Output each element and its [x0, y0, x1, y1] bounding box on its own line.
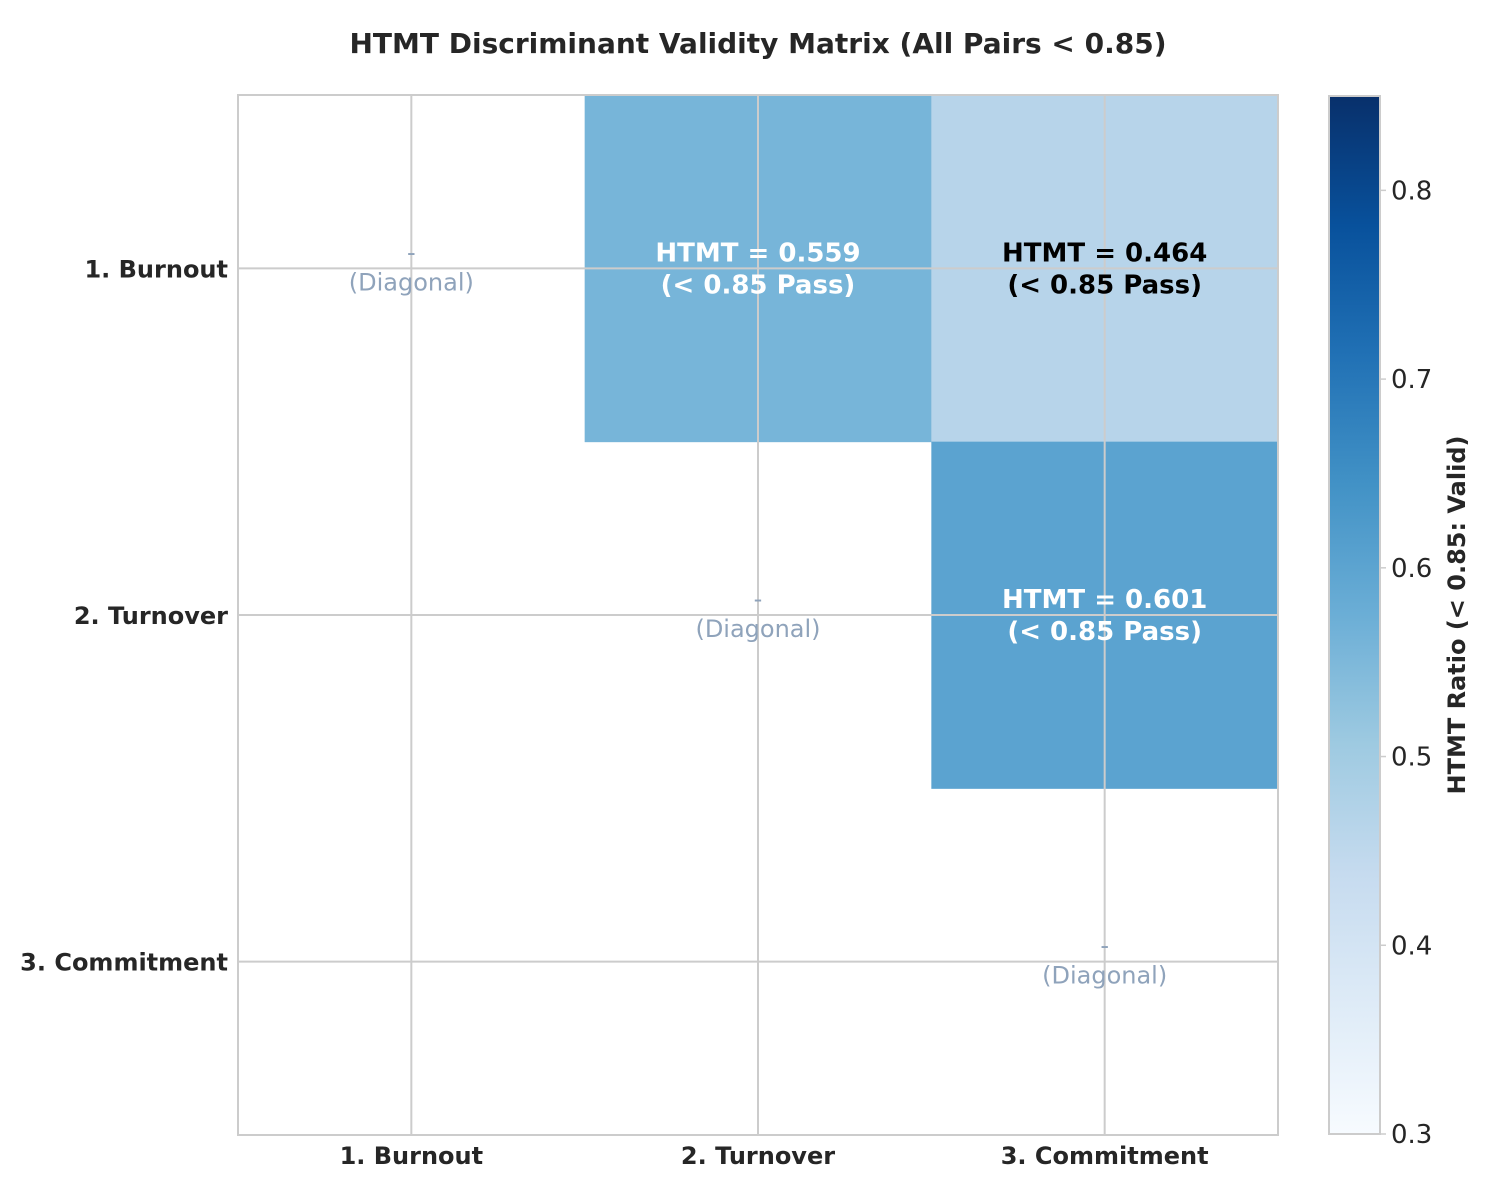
- colorbar-tick-label: 0.3: [1391, 1120, 1432, 1150]
- x-tick-label: 3. Commitment: [1001, 1142, 1209, 1170]
- colorbar-tick-label: 0.6: [1391, 554, 1432, 584]
- colorbar: 0.3 0.4 0.5 0.6 0.7 0.8 HTMT Ratio (< 0.85: V…: [1328, 95, 1471, 1150]
- cell-pass-label: (< 0.85 Pass): [1007, 617, 1202, 647]
- diagonal-dash: -: [407, 238, 416, 266]
- colorbar-label: HTMT Ratio (< 0.85: Valid): [1443, 436, 1471, 795]
- grid-lines: [238, 95, 1278, 1135]
- colorbar-tick-label: 0.5: [1391, 743, 1432, 773]
- diagonal-dash: -: [1100, 932, 1109, 960]
- colorbar-gradient: [1329, 96, 1380, 1134]
- cell-value-label: HTMT = 0.464: [1002, 238, 1207, 268]
- cell-value-label: HTMT = 0.601: [1002, 585, 1207, 615]
- colorbar-tick-label: 0.4: [1391, 931, 1432, 961]
- y-tick-label: 1. Burnout: [84, 255, 228, 283]
- x-tick-label: 1. Burnout: [340, 1142, 484, 1170]
- y-tick-label: 3. Commitment: [20, 949, 228, 977]
- y-tick-labels: 1. Burnout 2. Turnover 3. Commitment: [20, 255, 228, 976]
- diagonal-dash: -: [754, 585, 763, 613]
- diagonal-label: (Diagonal): [695, 615, 820, 643]
- x-tick-labels: 1. Burnout 2. Turnover 3. Commitment: [340, 1142, 1209, 1170]
- colorbar-ticks: 0.3 0.4 0.5 0.6 0.7 0.8: [1380, 176, 1432, 1150]
- chart-title: HTMT Discriminant Validity Matrix (All P…: [349, 27, 1166, 60]
- x-tick-label: 2. Turnover: [681, 1142, 835, 1170]
- colorbar-tick-label: 0.8: [1391, 176, 1432, 206]
- cell-pass-label: (< 0.85 Pass): [661, 270, 856, 300]
- cell-labels: -(Diagonal)HTMT = 0.559(< 0.85 Pass)HTMT…: [349, 238, 1207, 989]
- cell-pass-label: (< 0.85 Pass): [1007, 270, 1202, 300]
- colorbar-tick-label: 0.7: [1391, 365, 1432, 395]
- y-tick-label: 2. Turnover: [74, 602, 228, 630]
- plot-area: -(Diagonal)HTMT = 0.559(< 0.85 Pass)HTMT…: [237, 94, 1279, 1136]
- plot-frame: [237, 94, 1279, 1136]
- diagonal-label: (Diagonal): [1042, 962, 1167, 990]
- cell-value-label: HTMT = 0.559: [655, 238, 860, 268]
- diagonal-label: (Diagonal): [349, 268, 474, 296]
- colorbar-frame: [1328, 95, 1381, 1135]
